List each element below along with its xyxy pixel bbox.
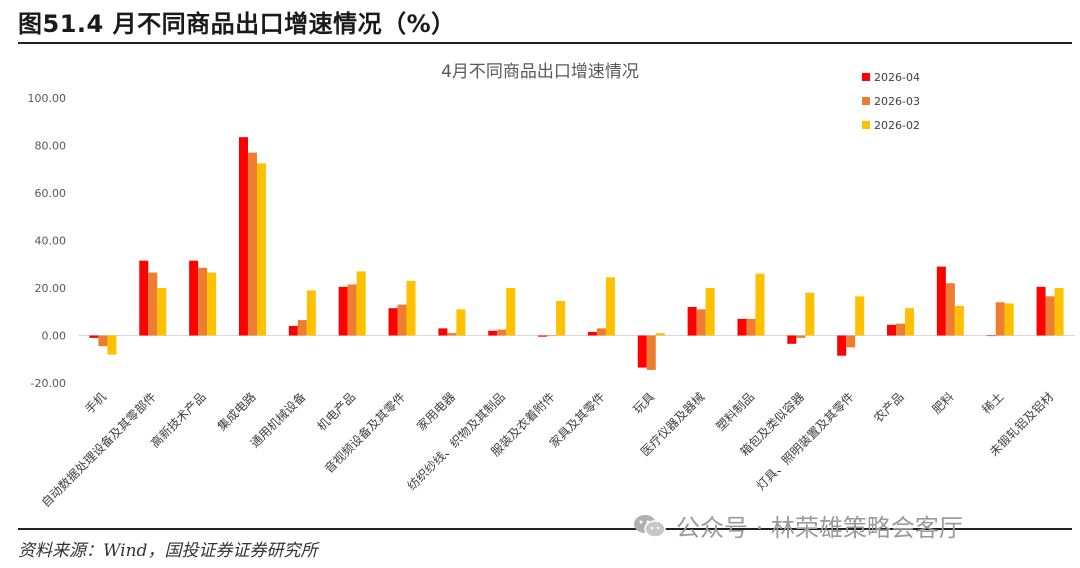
bar-2026-03 [497, 329, 507, 336]
legend-label: 2026-03 [874, 95, 920, 108]
bar-2026-03 [547, 335, 557, 337]
bar-2026-04 [338, 286, 348, 336]
bar-2026-03 [347, 284, 357, 336]
y-axis: -20.00 0.00 20.00 40.00 60.00 80.00 100.00 [28, 92, 1075, 390]
legend-swatch [862, 73, 870, 81]
bar-2026-03 [1045, 296, 1055, 336]
y-tick-label: -20.00 [31, 377, 66, 390]
bar-2026-03 [198, 267, 208, 336]
bar-2026-04 [89, 335, 99, 338]
bars [89, 137, 1064, 370]
bar-2026-03 [247, 152, 257, 336]
x-category-label: 集成电路 [214, 389, 259, 434]
y-tick-label: 0.00 [42, 330, 67, 343]
y-tick-label: 80.00 [35, 140, 67, 153]
bar-2026-04 [189, 260, 199, 336]
x-category-label: 音视频设备及其零件 [321, 389, 408, 476]
bar-2026-02 [306, 290, 316, 336]
bar-2026-04 [488, 330, 498, 336]
bar-2026-02 [705, 288, 715, 336]
x-category-label: 灯具、照明装置及其零件 [754, 390, 857, 493]
figure-title: 图51.4 月不同商品出口增速情况（%） [18, 10, 456, 38]
bar-2026-02 [1004, 303, 1014, 336]
bar-2026-02 [954, 305, 964, 336]
bar-2026-02 [655, 333, 665, 336]
bar-2026-02 [605, 277, 615, 336]
bar-2026-03 [995, 302, 1005, 336]
x-category-label: 稀土 [979, 390, 1006, 417]
bar-2026-03 [796, 335, 806, 338]
bar-2026-04 [837, 335, 847, 356]
bar-chart: 4月不同商品出口增速情况 2026-04 2026-03 2026-02 -20.0… [28, 62, 1075, 510]
bar-2026-03 [696, 309, 706, 336]
bar-2026-04 [737, 318, 747, 336]
bar-2026-02 [506, 288, 516, 336]
watermark-text: 公众号 · 林荣雄策略会客厅 [676, 514, 963, 542]
bar-2026-02 [1054, 288, 1064, 336]
top-rule [18, 42, 1072, 44]
bar-2026-04 [238, 137, 248, 336]
bar-2026-04 [438, 328, 448, 336]
bar-2026-02 [107, 335, 117, 355]
bar-2026-03 [746, 318, 756, 336]
x-category-label: 纺织纱线、织物及其制品 [405, 390, 508, 493]
bar-2026-02 [356, 271, 366, 336]
bar-2026-03 [896, 323, 906, 336]
bar-2026-03 [846, 335, 856, 348]
x-category-label: 机电产品 [314, 390, 358, 434]
bar-2026-04 [1036, 286, 1046, 336]
bottom-rule [18, 528, 1072, 530]
bar-2026-03 [596, 328, 606, 336]
bar-2026-04 [388, 308, 398, 336]
x-category-label: 农产品 [871, 390, 906, 425]
bar-2026-02 [556, 301, 566, 336]
legend-label: 2026-02 [874, 119, 920, 132]
bar-2026-04 [887, 324, 897, 336]
y-tick-label: 60.00 [35, 187, 67, 200]
bar-2026-02 [855, 296, 865, 336]
legend-label: 2026-04 [874, 71, 920, 84]
legend-swatch [862, 121, 870, 129]
bar-2026-02 [905, 308, 915, 336]
wechat-icon [634, 514, 666, 538]
y-tick-label: 40.00 [35, 235, 67, 248]
bar-2026-03 [447, 333, 457, 336]
bar-2026-04 [787, 335, 797, 344]
bar-2026-03 [148, 272, 158, 336]
bar-2026-04 [986, 335, 996, 337]
bar-2026-02 [157, 288, 167, 336]
bar-2026-03 [297, 320, 307, 336]
bar-2026-04 [288, 326, 298, 336]
x-category-label: 塑料制品 [713, 389, 758, 434]
bar-2026-04 [587, 331, 597, 336]
watermark: 公众号 · 林荣雄策略会客厅 [632, 508, 963, 543]
x-category-label: 家用电器 [413, 389, 458, 434]
legend-swatch [862, 97, 870, 105]
y-tick-label: 20.00 [35, 282, 67, 295]
bar-2026-03 [397, 304, 407, 336]
bar-2026-04 [139, 260, 149, 336]
x-category-label: 手机 [82, 390, 109, 417]
bar-2026-03 [945, 283, 955, 336]
bar-2026-02 [805, 292, 815, 336]
x-category-label: 玩具 [631, 390, 658, 417]
bar-2026-03 [98, 335, 108, 347]
bar-2026-03 [646, 335, 656, 370]
bar-2026-02 [256, 163, 266, 336]
bar-2026-04 [687, 307, 697, 336]
bar-2026-02 [456, 309, 466, 336]
y-tick-label: 100.00 [28, 92, 67, 105]
bar-2026-04 [936, 266, 946, 336]
chart-title: 4月不同商品出口增速情况 [441, 62, 639, 82]
bar-2026-04 [538, 335, 548, 337]
x-category-label: 肥料 [930, 390, 957, 417]
bar-2026-04 [637, 335, 647, 368]
bar-2026-02 [755, 273, 765, 336]
legend: 2026-04 2026-03 2026-02 [862, 71, 920, 132]
source-note: 资料来源：Wind，国投证券证券研究所 [18, 541, 318, 561]
bar-2026-02 [207, 272, 217, 336]
bar-2026-02 [406, 280, 416, 336]
